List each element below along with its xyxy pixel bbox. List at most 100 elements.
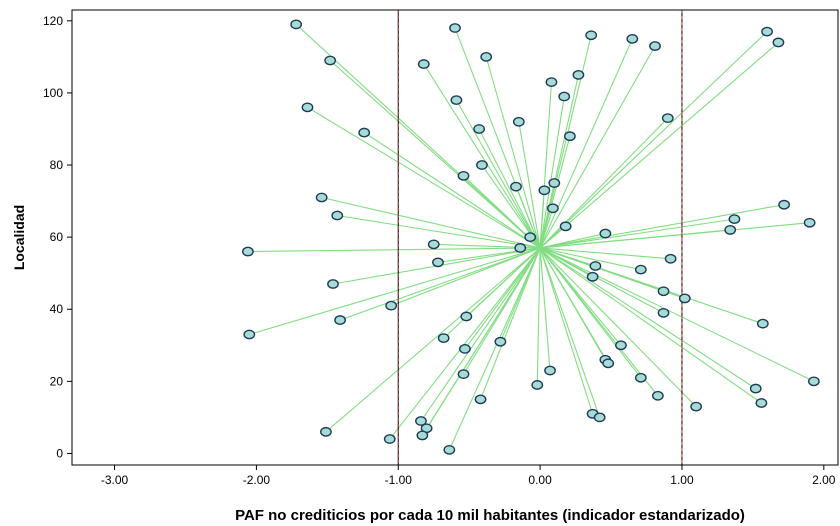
data-point	[586, 271, 599, 282]
data-point	[657, 286, 670, 297]
data-point	[290, 19, 303, 30]
spoke-line	[539, 232, 606, 249]
data-point	[510, 181, 522, 192]
y-axis-title: Localidad	[11, 205, 27, 270]
data-point	[524, 232, 537, 243]
data-point	[320, 426, 332, 437]
data-point	[531, 380, 544, 390]
x-tick-label: -1.00	[385, 473, 413, 487]
data-point	[546, 203, 559, 214]
x-tick-label: -3.00	[101, 473, 129, 487]
data-point	[661, 113, 674, 124]
spoke-line	[321, 196, 541, 249]
data-point	[512, 116, 525, 127]
spoke-line	[539, 247, 763, 325]
spoke-line	[540, 229, 731, 249]
data-point	[756, 318, 769, 329]
spoke-line	[536, 247, 541, 385]
spoke-line	[249, 247, 541, 336]
data-point	[657, 307, 670, 318]
spoke-line	[420, 247, 541, 422]
spoke-line	[485, 56, 541, 249]
spoke-line	[539, 247, 659, 397]
spoke-line	[363, 132, 541, 249]
data-point	[460, 311, 473, 322]
data-point	[457, 369, 470, 380]
spoke-line	[539, 225, 566, 249]
spoke-line	[540, 218, 735, 249]
data-point	[476, 160, 488, 170]
data-point	[803, 217, 816, 228]
data-point	[437, 333, 450, 343]
data-point	[480, 51, 493, 62]
spoke-line	[307, 106, 541, 249]
spoke-line	[464, 247, 541, 350]
data-point	[241, 246, 254, 257]
spoke-line	[480, 247, 541, 400]
data-point	[651, 390, 664, 401]
spoke-line	[448, 247, 541, 451]
data-point	[649, 41, 661, 51]
spoke-line	[539, 247, 641, 271]
data-point	[432, 257, 444, 268]
spoke-line	[539, 31, 768, 249]
data-point	[416, 430, 429, 441]
spoke-line	[539, 38, 633, 249]
data-point	[358, 127, 371, 138]
data-point	[474, 394, 487, 405]
spoke-line	[539, 182, 555, 249]
spoke-line	[540, 204, 785, 249]
spoke-line	[337, 214, 541, 249]
data-point	[690, 401, 703, 412]
data-point	[728, 214, 741, 225]
data-point	[602, 358, 615, 369]
data-point	[585, 30, 598, 41]
spoke-line	[247, 247, 541, 253]
data-point	[545, 77, 558, 88]
y-tick-label: 80	[50, 158, 64, 172]
data-point	[558, 91, 571, 102]
reference-lines	[397, 10, 683, 465]
y-tick-label: 100	[43, 86, 63, 100]
data-point	[559, 221, 572, 232]
spoke-line	[539, 35, 592, 249]
y-tick-label: 120	[43, 14, 63, 28]
data-point	[538, 185, 551, 196]
data-point	[334, 315, 346, 325]
data-point	[459, 344, 471, 354]
data-point	[626, 33, 639, 44]
data-point	[457, 170, 470, 181]
spoke-line	[295, 24, 541, 249]
data-point	[443, 444, 456, 455]
data-point	[749, 383, 762, 394]
spoke-line	[539, 136, 571, 249]
spoke-line	[539, 247, 601, 418]
data-point	[634, 264, 647, 275]
data-point	[383, 434, 396, 444]
y-tick-label: 0	[56, 446, 63, 460]
spoke-lines	[247, 24, 815, 451]
data-point	[807, 376, 820, 387]
data-point	[664, 253, 677, 264]
data-point	[243, 329, 256, 340]
y-tick-label: 60	[50, 230, 64, 244]
x-axis-title: PAF no crediticios por cada 10 mil habit…	[235, 507, 745, 524]
spoke-line	[539, 190, 545, 248]
spoke-line	[478, 128, 541, 249]
data-point	[385, 300, 398, 311]
x-tick-label: 1.00	[670, 473, 694, 487]
spoke-line	[539, 96, 565, 249]
spoke-line	[539, 45, 656, 249]
spoke-line	[390, 247, 541, 307]
spoke-line	[539, 247, 697, 407]
x-tick-label: -2.00	[243, 473, 271, 487]
spoke-line	[540, 247, 671, 260]
spoke-line	[423, 63, 541, 249]
spoke-line	[539, 247, 594, 414]
spoke-line	[518, 121, 541, 249]
spoke-line	[339, 247, 541, 321]
data-point	[514, 243, 527, 253]
y-axis-ticks: 0 20 40 60 80 100 120	[43, 14, 72, 460]
spoke-line	[329, 60, 541, 249]
